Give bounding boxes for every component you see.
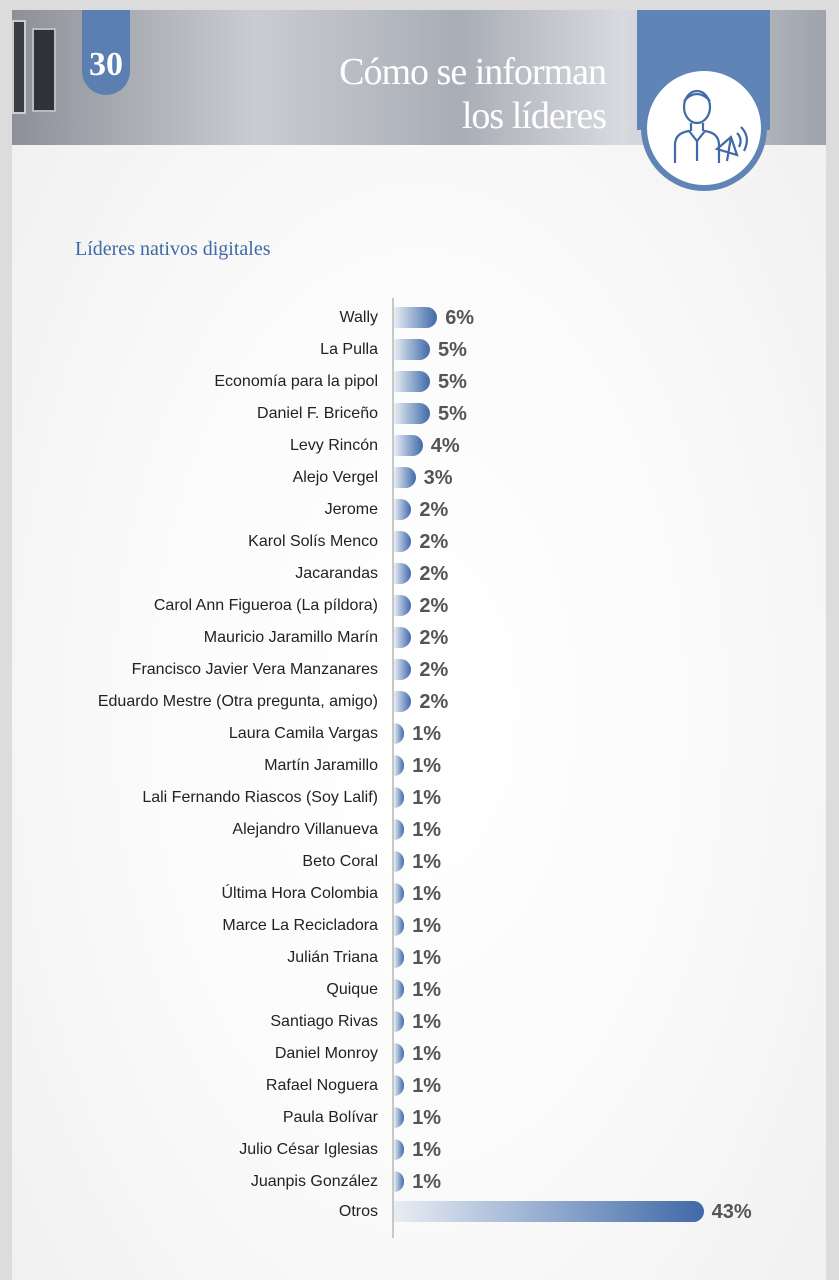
bar	[394, 531, 412, 552]
page: 30 Cómo se informan los líderes Líderes …	[12, 10, 826, 1280]
value-label: 1%	[412, 1107, 442, 1129]
value-label: 5%	[438, 371, 467, 393]
category-label: Martín Jaramillo	[264, 757, 378, 774]
bar	[394, 787, 405, 808]
value-label: 1%	[412, 915, 442, 937]
title-line-1: Cómo se informan	[339, 51, 607, 93]
category-label: Eduardo Mestre (Otra pregunta, amigo)	[97, 693, 378, 710]
value-label: 1%	[412, 1075, 442, 1097]
value-label: 1%	[412, 947, 442, 969]
category-label: Alejandro Villanueva	[232, 821, 378, 838]
value-label: 2%	[419, 563, 449, 585]
value-label: 2%	[419, 499, 449, 521]
category-label: Santiago Rivas	[270, 1013, 378, 1030]
bar	[394, 627, 412, 648]
chart-title: Líderes nativos digitales	[75, 238, 271, 260]
category-label: Jerome	[324, 501, 378, 518]
category-label: Wally	[339, 309, 378, 326]
bar	[394, 755, 405, 776]
value-label: 2%	[419, 627, 449, 649]
bar	[394, 1075, 405, 1096]
bar	[394, 883, 405, 904]
bar	[394, 1107, 405, 1128]
category-label: Rafael Noguera	[265, 1077, 378, 1094]
title-line-2: los líderes	[461, 95, 607, 137]
category-label: Quique	[326, 981, 378, 998]
bar	[394, 915, 405, 936]
value-label: 1%	[412, 1011, 442, 1033]
category-label: Jacarandas	[295, 565, 378, 582]
bar	[394, 1201, 704, 1222]
value-label: 4%	[430, 435, 460, 457]
bar	[394, 339, 430, 360]
bar	[394, 307, 438, 328]
bar	[394, 947, 405, 968]
chart-axis-line	[392, 298, 394, 1238]
value-label: 5%	[438, 403, 467, 425]
value-label: 1%	[412, 1171, 442, 1193]
category-label: Karol Solís Menco	[248, 533, 378, 550]
value-label: 43%	[711, 1201, 752, 1223]
category-label: Mauricio Jaramillo Marín	[203, 629, 378, 646]
bar	[394, 435, 423, 456]
value-label: 5%	[438, 339, 467, 361]
value-label: 6%	[445, 307, 475, 329]
wall-frame-image	[32, 28, 56, 112]
value-label: 1%	[412, 883, 442, 905]
value-label: 1%	[412, 755, 442, 777]
category-label: Marce La Recicladora	[222, 917, 378, 934]
category-label: Última Hora Colombia	[221, 885, 379, 902]
page-title: Cómo se informan los líderes	[339, 50, 607, 138]
bar	[394, 1139, 405, 1160]
category-label: Beto Coral	[302, 853, 378, 870]
page-number: 30	[82, 10, 130, 95]
category-label: Economía para la pipol	[214, 373, 378, 390]
category-label: Daniel F. Briceño	[257, 405, 378, 422]
category-label: Carol Ann Figueroa (La píldora)	[153, 597, 378, 614]
category-label: Francisco Javier Vera Manzanares	[131, 661, 378, 678]
value-label: 1%	[412, 723, 442, 745]
bar	[394, 371, 430, 392]
bar	[394, 1171, 405, 1192]
bar	[394, 563, 412, 584]
category-label: Otros	[338, 1203, 378, 1220]
bar	[394, 1043, 405, 1064]
value-label: 1%	[412, 1139, 442, 1161]
bar	[394, 499, 412, 520]
bar	[394, 467, 416, 488]
category-label: Levy Rincón	[289, 437, 378, 454]
category-label: Julián Triana	[287, 949, 378, 966]
category-label: Juanpis González	[250, 1173, 378, 1190]
category-label: Daniel Monroy	[274, 1045, 378, 1062]
value-label: 3%	[423, 467, 453, 489]
value-label: 2%	[419, 531, 449, 553]
bar	[394, 723, 405, 744]
value-label: 1%	[412, 979, 442, 1001]
wall-frame-image	[12, 20, 26, 114]
category-label: Laura Camila Vargas	[228, 725, 378, 742]
leader-megaphone-icon	[641, 65, 767, 191]
value-label: 1%	[412, 851, 442, 873]
value-label: 2%	[419, 595, 449, 617]
bar	[394, 403, 430, 424]
category-label: Julio César Iglesias	[239, 1141, 378, 1158]
value-label: 1%	[412, 1043, 442, 1065]
bar	[394, 691, 412, 712]
bar	[394, 819, 405, 840]
category-label: Paula Bolívar	[282, 1109, 378, 1126]
bar	[394, 979, 405, 1000]
category-label: Lali Fernando Riascos (Soy Lalif)	[142, 789, 378, 806]
bar	[394, 659, 412, 680]
value-label: 1%	[412, 787, 442, 809]
bar	[394, 1011, 405, 1032]
category-label: La Pulla	[320, 341, 378, 358]
value-label: 1%	[412, 819, 442, 841]
value-label: 2%	[419, 659, 449, 681]
category-label: Alejo Vergel	[292, 469, 378, 486]
value-label: 2%	[419, 691, 449, 713]
bar	[394, 595, 412, 616]
bar	[394, 851, 405, 872]
